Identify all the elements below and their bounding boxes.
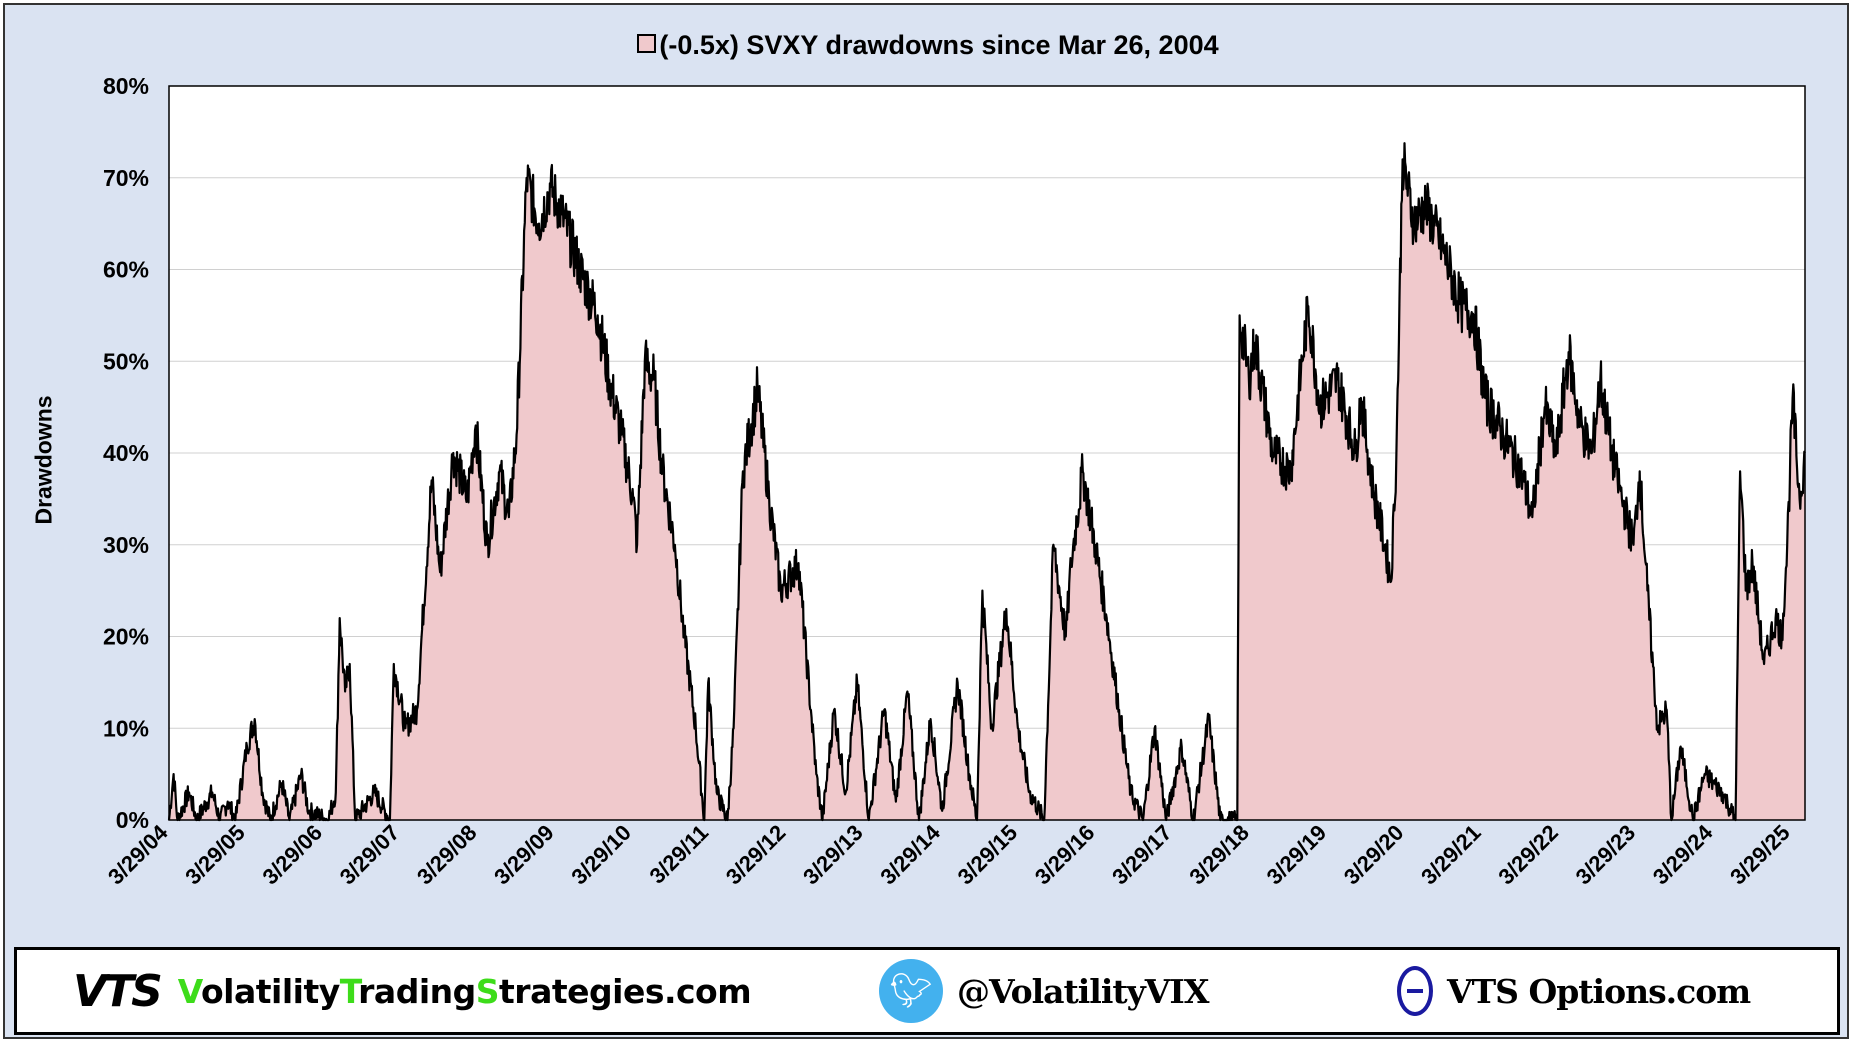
x-tick-label: 3/29/25 <box>1725 820 1795 890</box>
drawdown-chart: 0%10%20%30%40%50%60%70%80%3/29/04 3/29/05… <box>103 73 1806 890</box>
y-tick-label: 30% <box>103 532 149 558</box>
vts-logo: VTS <box>73 965 163 1017</box>
x-tick-label: 3/29/14 <box>875 819 945 889</box>
x-tick-label: 3/29/15 <box>953 820 1023 890</box>
y-tick-label: 70% <box>103 165 149 191</box>
x-tick-label: 3/29/06 <box>257 820 327 890</box>
twitter-bird-icon: 🐦︎ <box>879 959 943 1023</box>
website-link[interactable]: VolatilityTradingStrategies.com <box>177 971 752 1011</box>
x-tick-label: 3/29/07 <box>335 820 405 890</box>
legend-swatch <box>637 34 657 53</box>
x-tick-label: 3/29/08 <box>412 820 482 890</box>
x-tick-label: 3/29/20 <box>1339 820 1409 890</box>
drawdown-area <box>169 143 1805 820</box>
x-tick-label: 3/29/10 <box>566 820 636 890</box>
y-tick-label: 60% <box>103 257 149 283</box>
x-tick-label: 3/29/09 <box>489 820 559 890</box>
x-tick-label: 3/29/05 <box>180 820 250 890</box>
vts-brand[interactable]: VTS VolatilityTradingStrategies.com <box>73 950 752 1032</box>
x-tick-label: 3/29/22 <box>1493 820 1563 890</box>
x-tick-label: 3/29/18 <box>1184 820 1254 890</box>
twitter-link[interactable]: 🐦︎ @VolatilityVIX <box>879 950 1209 1032</box>
x-tick-label: 3/29/12 <box>721 820 791 890</box>
plot-border <box>168 85 1806 821</box>
theta-logo-icon <box>1397 966 1433 1016</box>
drawdown-line <box>167 142 1806 822</box>
y-tick-label: 50% <box>103 348 149 374</box>
chart-title: (-0.5x) SVXY drawdowns since Mar 26, 200… <box>0 30 1856 61</box>
vts-options-text: VTS Options.com <box>1447 971 1751 1011</box>
x-tick-label: 3/29/11 <box>645 820 714 889</box>
twitter-handle: @VolatilityVIX <box>957 971 1209 1011</box>
x-tick-label: 3/29/24 <box>1648 819 1718 889</box>
y-tick-label: 0% <box>116 807 149 833</box>
y-tick-label: 40% <box>103 440 149 466</box>
x-tick-label: 3/29/21 <box>1416 820 1486 890</box>
x-tick-label: 3/29/17 <box>1107 820 1177 890</box>
x-tick-label: 3/29/19 <box>1262 820 1332 890</box>
x-tick-label: 3/29/16 <box>1030 820 1100 890</box>
legend-label: (-0.5x) SVXY drawdowns since Mar 26, 200… <box>659 30 1219 60</box>
x-tick-label: 3/29/23 <box>1571 820 1641 890</box>
footer-banner: VTS VolatilityTradingStrategies.com 🐦︎ @… <box>14 947 1840 1035</box>
y-tick-label: 10% <box>103 715 149 741</box>
y-tick-label: 80% <box>103 73 149 99</box>
x-tick-label: 3/29/13 <box>798 820 868 890</box>
y-tick-label: 20% <box>103 624 149 650</box>
vts-options-link[interactable]: VTS Options.com <box>1397 950 1751 1032</box>
